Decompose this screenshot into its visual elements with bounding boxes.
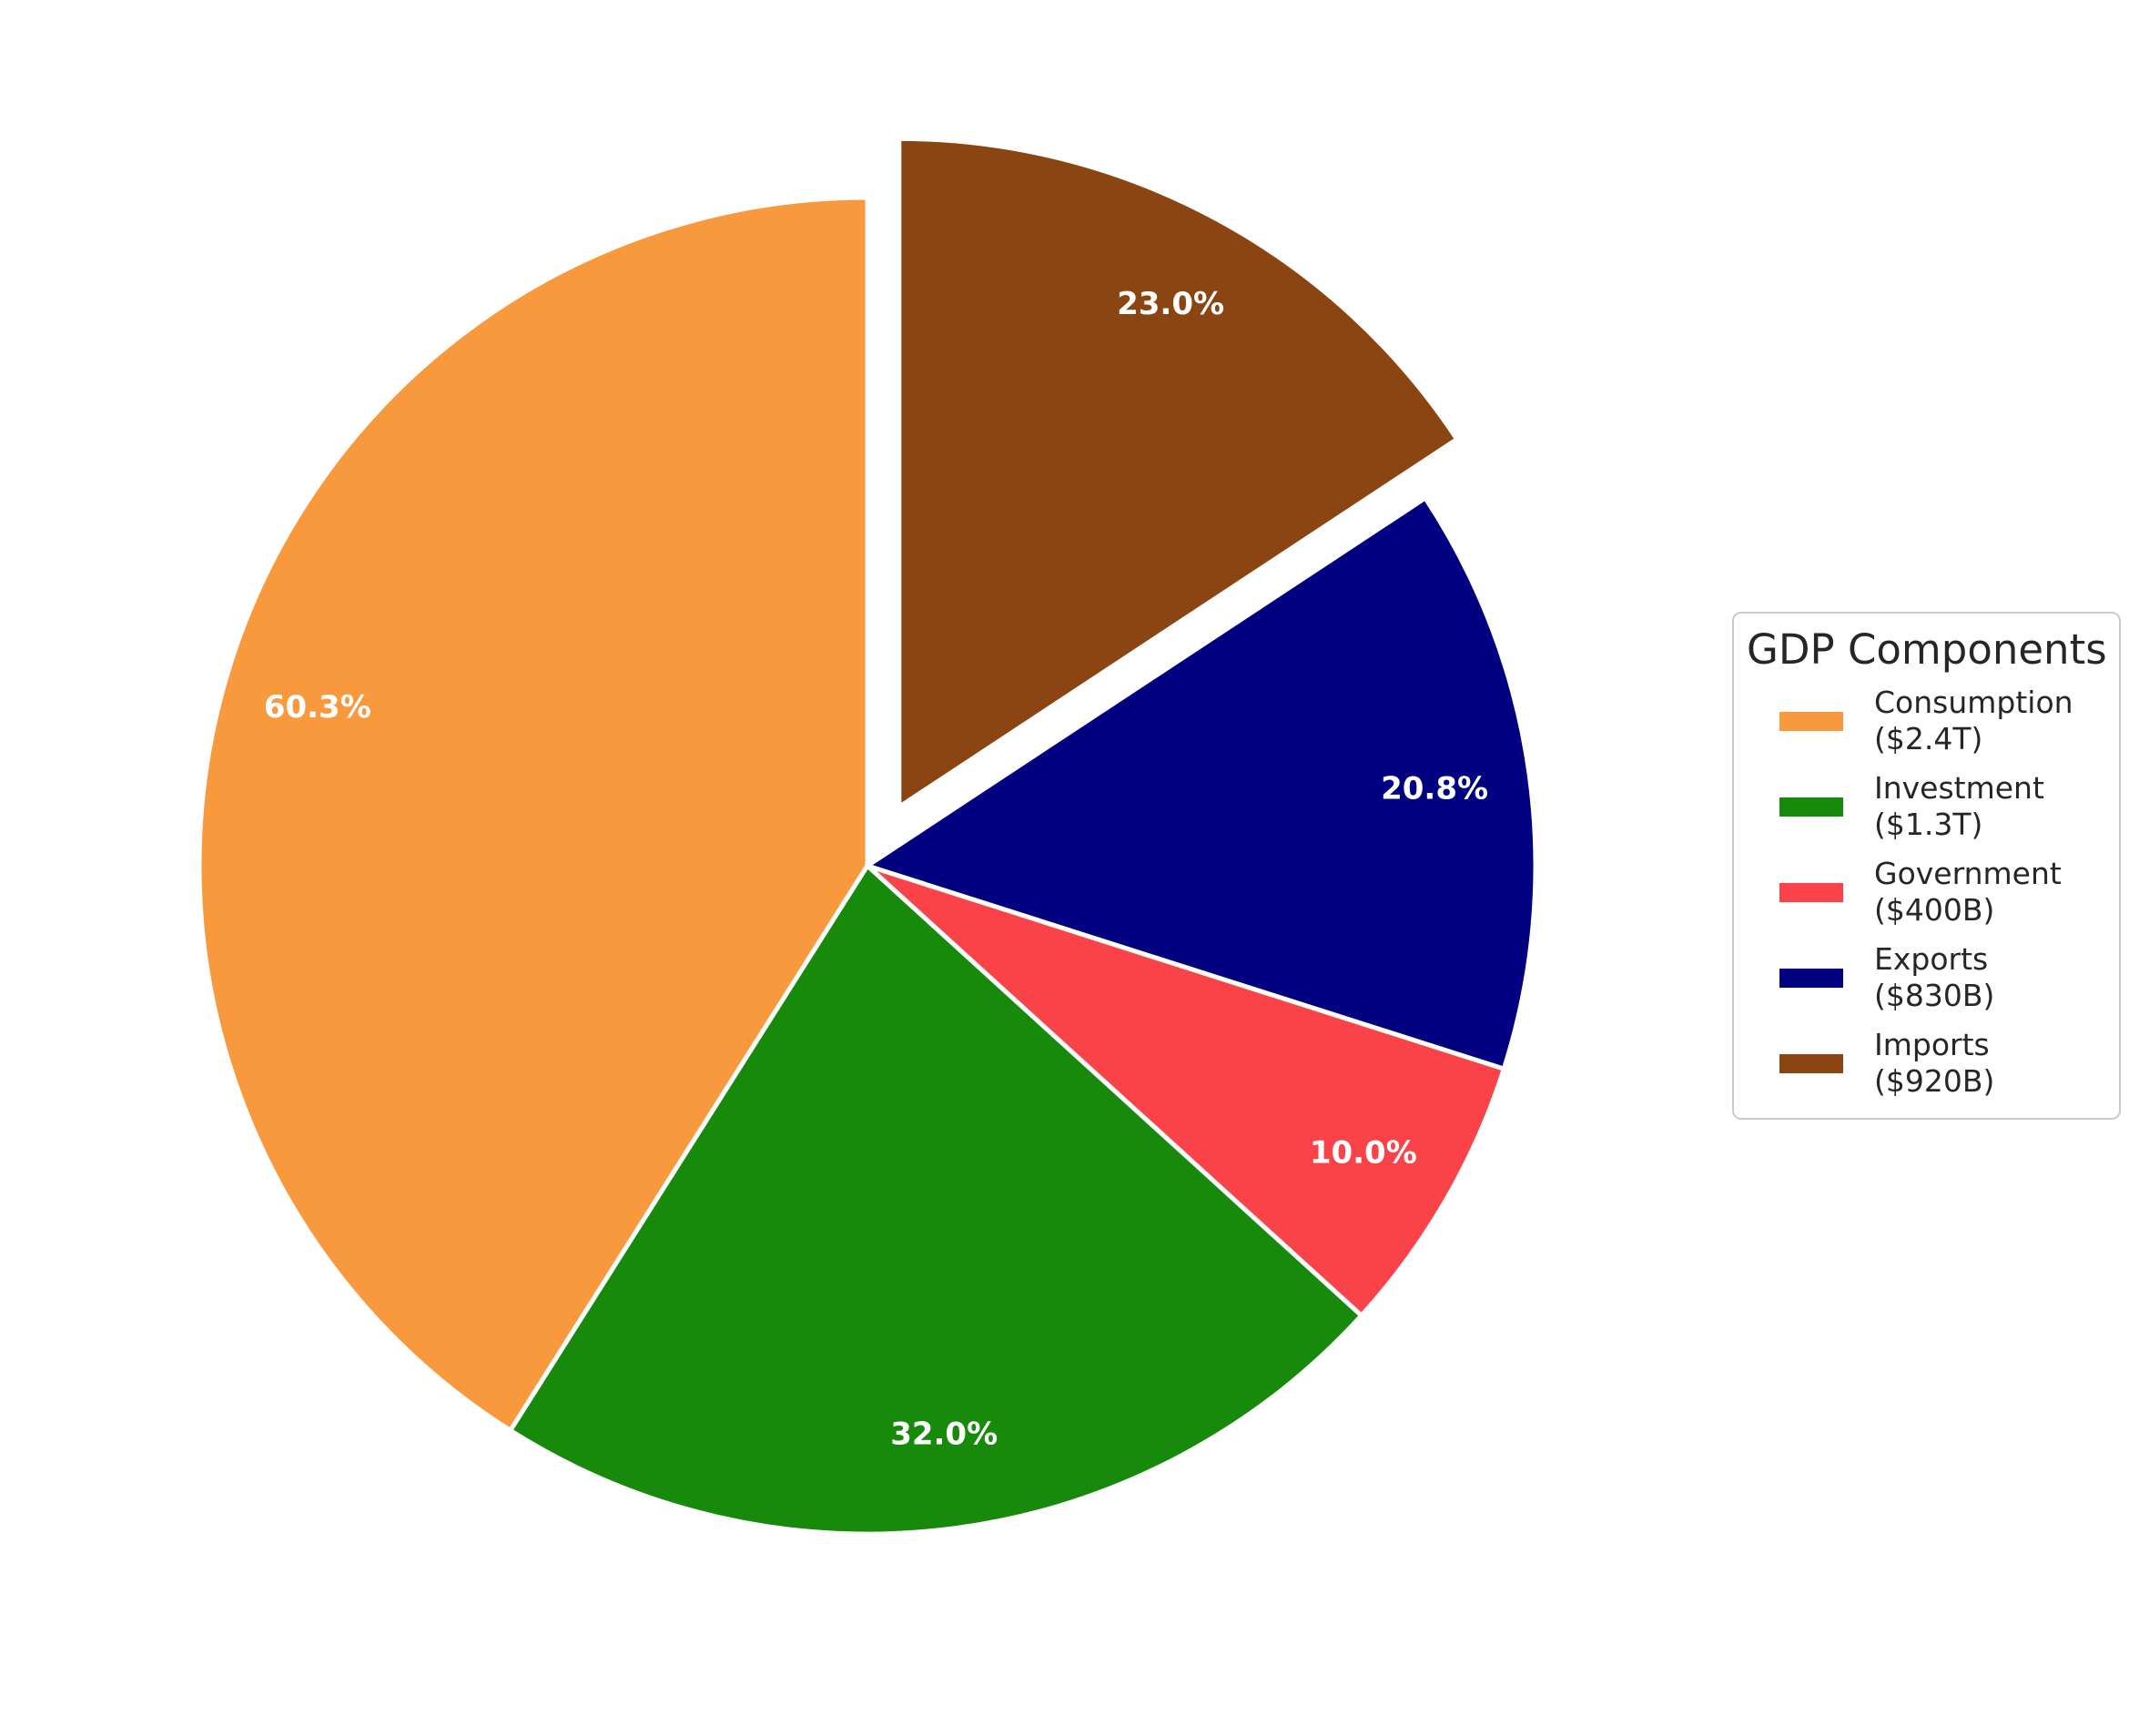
pct-label-imports: 23.0% bbox=[1117, 286, 1224, 322]
legend-item-amount: ($1.3T) bbox=[1874, 807, 1983, 842]
legend-swatch-imports bbox=[1779, 1053, 1843, 1073]
legend-swatch-exports bbox=[1779, 968, 1843, 988]
legend-swatch-investment bbox=[1779, 797, 1843, 817]
legend-item-government: Government ($400B) bbox=[1779, 856, 2106, 929]
pct-label-government: 10.0% bbox=[1310, 1135, 1417, 1172]
legend-box: GDP Components Consumption ($2.4T) Inves… bbox=[1732, 612, 2121, 1120]
legend-item-amount: ($400B) bbox=[1874, 892, 1995, 928]
pct-label-investment: 32.0% bbox=[890, 1416, 998, 1453]
legend-item-name: Consumption bbox=[1874, 685, 2073, 720]
legend-item-name: Government bbox=[1874, 856, 2062, 891]
legend-item-consumption: Consumption ($2.4T) bbox=[1779, 685, 2106, 757]
pct-label-consumption: 60.3% bbox=[264, 689, 371, 726]
pie-slice-investment bbox=[508, 863, 1364, 1537]
legend-item-investment: Investment ($1.3T) bbox=[1779, 770, 2106, 843]
legend-item-name: Exports bbox=[1874, 941, 1989, 977]
legend-item-exports: Exports ($830B) bbox=[1779, 941, 2106, 1014]
pie-slice-exports bbox=[865, 495, 1538, 1071]
legend-item-amount: ($2.4T) bbox=[1874, 721, 1983, 756]
legend-swatch-government bbox=[1779, 882, 1843, 902]
legend-item-name: Investment bbox=[1874, 770, 2044, 806]
legend-title: GDP Components bbox=[1747, 625, 2107, 674]
legend-swatch-consumption bbox=[1779, 711, 1843, 731]
legend-items: Consumption ($2.4T) Investment ($1.3T) G… bbox=[1747, 685, 2106, 1100]
legend-item-imports: Imports ($920B) bbox=[1779, 1027, 2106, 1100]
pct-label-exports: 20.8% bbox=[1381, 770, 1488, 807]
pie-slice-government bbox=[865, 863, 1506, 1318]
pie-slice-imports bbox=[897, 136, 1460, 809]
legend-item-amount: ($920B) bbox=[1874, 1063, 1995, 1099]
pie-slice-consumption bbox=[197, 195, 870, 1433]
legend-item-name: Imports bbox=[1874, 1027, 1990, 1062]
legend-item-amount: ($830B) bbox=[1874, 978, 1995, 1013]
